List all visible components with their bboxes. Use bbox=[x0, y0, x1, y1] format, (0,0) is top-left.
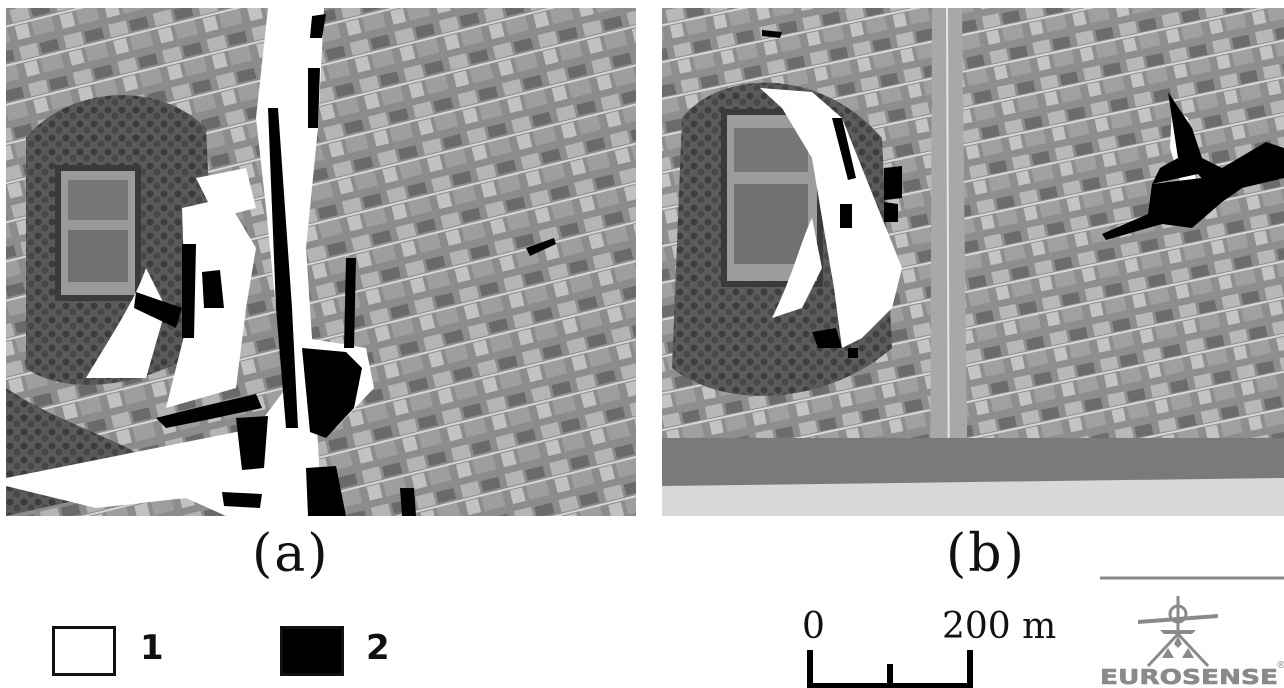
legend-label-1: 1 bbox=[140, 628, 164, 668]
panel-b-caption: (b) bbox=[946, 524, 1026, 584]
legend-swatch-black bbox=[280, 626, 344, 676]
zone-1-area-b bbox=[760, 88, 902, 348]
legend-label-2: 2 bbox=[366, 628, 390, 668]
scale-bar bbox=[807, 650, 973, 688]
zone-2-area-b bbox=[1152, 92, 1284, 202]
zone-1-area-a bbox=[6, 8, 324, 516]
registered-mark: ® bbox=[1276, 660, 1284, 671]
scale-start-label: 0 bbox=[802, 606, 825, 647]
aerial-image-a bbox=[6, 8, 636, 516]
eurosense-logo: EUROSENSE ® bbox=[1100, 576, 1284, 688]
legend-swatch-white bbox=[52, 626, 116, 676]
map-panel-b bbox=[662, 8, 1284, 516]
panel-a-caption: (a) bbox=[252, 524, 330, 584]
aerial-image-b bbox=[662, 8, 1284, 516]
eurosense-logo-text: EUROSENSE bbox=[1100, 665, 1278, 688]
map-panel-a bbox=[6, 8, 636, 516]
zone-2-area-a bbox=[302, 348, 362, 438]
scale-end-label: 200 m bbox=[942, 606, 1057, 647]
